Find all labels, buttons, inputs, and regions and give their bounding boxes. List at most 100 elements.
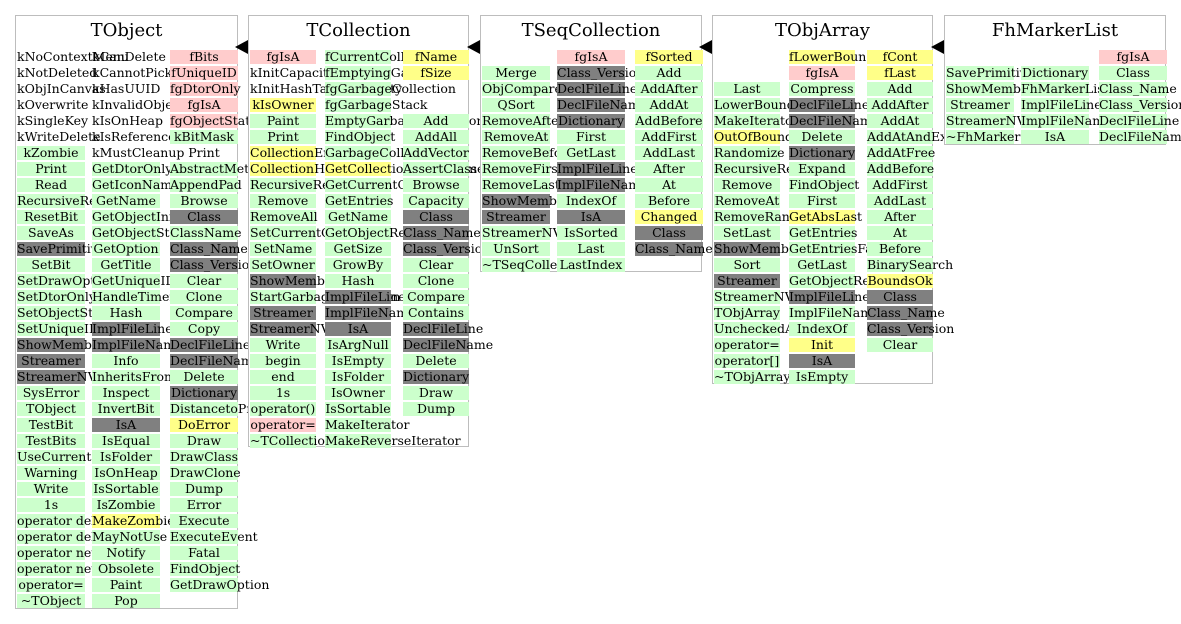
member-issortable: IsSortable [325,401,391,416]
member-print: Print [188,145,220,160]
member-kinitcapacity: kInitCapacity [250,65,336,80]
member-inheritsfrom: InheritsFrom [92,369,176,384]
member-getentries: GetEntries [789,225,858,240]
member-fggarbagestack: fgGarbageStack [325,97,428,112]
member-dictionary: Dictionary [1021,65,1089,80]
member-first: First [789,194,855,208]
member-outofboundserror: OutOfBoundsError [714,129,835,144]
member-showmembers: ShowMembers [482,193,577,208]
member-1s: 1s [17,498,85,512]
member-delete: Delete [403,354,469,368]
member-inspect: Inspect [92,386,160,400]
member-addfirst: AddFirst [635,130,703,144]
member-geticonname: GetIconName [92,177,180,192]
member-class-version: Class_Version [867,321,955,336]
inheritance-arrow-icon [931,40,944,54]
member-pop: Pop [92,594,160,608]
member-isequal: IsEqual [92,434,160,448]
member-delete: Delete [170,370,238,384]
member-kwritedelete: kWriteDelete [17,129,101,144]
member-knotdeleted: kNotDeleted [17,65,98,80]
member-kzombie: kZombie [17,146,85,160]
member-isa: IsA [789,354,855,368]
member-execute: Execute [170,514,238,528]
member-addafter: AddAfter [635,82,703,96]
member-resetbit: ResetBit [17,210,85,224]
member-setobjectstat: SetObjectStat [17,305,106,320]
member-drawclass: DrawClass [170,449,238,464]
member-drawclone: DrawClone [170,465,241,480]
member-tobject: ~TObject [17,594,85,608]
member-addall: AddAll [403,130,469,144]
member-init: Init [789,338,855,352]
member-garbagecollect: GarbageCollect [325,145,424,160]
member-removelast: RemoveLast [482,177,560,192]
member-fsorted: fSorted [635,50,703,64]
member-getobjectstat: GetObjectStat [92,225,183,240]
member-collectionentry: CollectionEntry [250,145,350,160]
member-qsort: QSort [482,98,550,112]
member-implfilename: ImplFileName [325,305,416,320]
member-class-version: Class_Version [170,257,258,272]
member-implfileline: ImplFileLine [557,161,638,176]
member-browse: Browse [170,194,238,208]
member-dump: Dump [403,402,469,416]
member-write: Write [17,482,85,496]
member-addat: AddAt [867,114,933,128]
member-funiqueid: fUniqueID [170,65,238,80]
member-declfilename: DeclFileName [170,353,261,368]
member-contains: Contains [403,306,469,320]
member-getdrawoption: GetDrawOption [170,577,270,592]
member-maynotuse: MayNotUse [92,529,168,544]
member-gettitle: GetTitle [92,258,160,272]
member-dictionary: Dictionary [557,113,625,128]
member-showmembers: ShowMembers [17,337,112,352]
member-kisowner: kIsOwner [250,98,316,112]
member-fgisa: fgIsA [1099,50,1167,64]
member-startgarbagecollection: StartGarbageCollection [250,290,400,304]
member-declfileline: DeclFileLine [170,337,251,352]
member-addvector: AddVector [403,145,469,160]
member-recursiveremove: RecursiveRemove [250,177,364,192]
member-addat: AddAt [635,98,703,112]
member-dictionary: Dictionary [789,145,856,160]
member-class-name: Class_Name [635,241,713,256]
class-title: TSeqCollection [521,20,661,41]
member-getsize: GetSize [325,242,391,256]
member-implfileline: ImplFileLine [325,289,406,304]
inheritance-arrow-icon [699,40,712,54]
member-fgisa: fgIsA [557,50,625,64]
member-declfileline: DeclFileLine [403,321,484,336]
member-uncheckedat: UncheckedAt [714,321,799,336]
member-paint: Paint [92,578,160,592]
member-addafter: AddAfter [867,98,933,112]
member-removeafter: RemoveAfter [482,113,565,128]
member-recursiveremove: RecursiveRemove [17,193,131,208]
member-operator-new: operator new[] [17,561,112,576]
member-operator: operator() [250,401,316,416]
member-kcannotpick: kCannotPick [92,65,173,80]
member-abstractmethod: AbstractMethod [170,161,273,176]
member-before: Before [867,242,933,256]
member-makereverseiterator: MakeReverseIterator [325,434,461,448]
member-compress: Compress [789,81,855,96]
member-appendpad: AppendPad [170,177,242,192]
member-removebefore: RemoveBefore [482,145,575,160]
member-streamer: Streamer [482,210,550,224]
member-flast: fLast [867,66,933,80]
member-issortable: IsSortable [92,481,160,496]
member-lowerbound: LowerBound [714,97,795,112]
member-class: Class [1099,66,1167,80]
member-growby: GrowBy [325,258,391,272]
member-isowner: IsOwner [325,386,391,400]
member-getuniqueid: GetUniqueID [92,273,176,288]
member-declfileline: DeclFileLine [789,97,870,112]
member-streamer: Streamer [714,274,780,288]
member-getcurrentcollection: GetCurrentCollection [325,178,462,192]
member-usecurrentstyle: UseCurrentStyle [17,449,124,464]
member-setbit: SetBit [17,258,85,272]
member-makeiterator: MakeIterator [714,113,799,128]
member-class-version: Class_Version [403,241,491,256]
member-setuniqueid: SetUniqueID [17,321,99,336]
inheritance-arrow-icon [467,40,480,54]
